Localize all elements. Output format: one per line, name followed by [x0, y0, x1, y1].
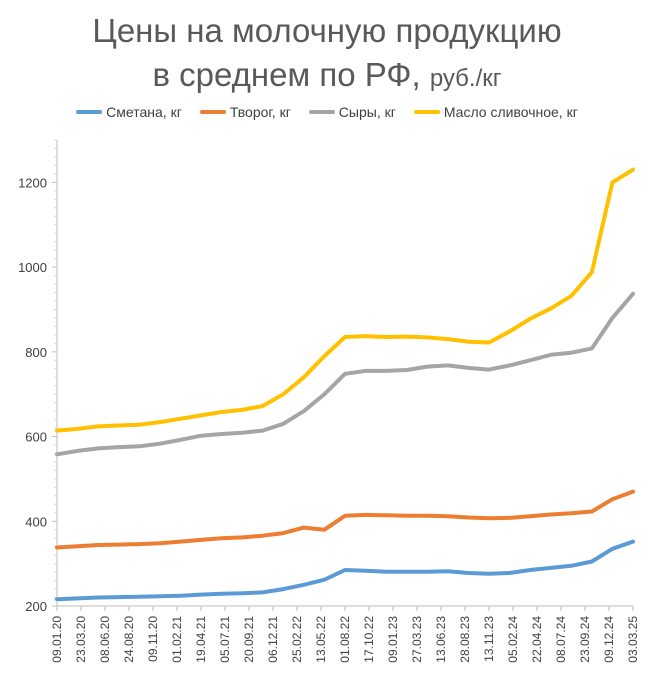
legend-item-syry: Сыры, кг [308, 104, 396, 120]
chart-title: Цены на молочную продукцию [92, 12, 562, 49]
x-tick-label: 05.02.24 [506, 616, 520, 663]
x-tick-label: 09.01.20 [50, 616, 64, 663]
x-tick-label: 17.10.22 [362, 616, 376, 663]
x-tick-label: 28.08.23 [458, 616, 472, 663]
legend-label-smetana: Сметана, кг [106, 104, 182, 120]
x-tick-label: 23.03.20 [74, 616, 88, 663]
x-tick-label: 23.09.24 [578, 616, 592, 663]
x-tick-label: 13.06.23 [434, 616, 448, 663]
x-tick-label: 09.11.20 [146, 616, 160, 662]
y-tick-label: 1000 [18, 260, 47, 275]
series-line-3 [55, 167, 635, 433]
x-tick-label: 13.05.22 [314, 616, 328, 663]
chart-subtitle: в среднем по РФ, руб./кг [0, 56, 654, 94]
y-tick-label: 600 [25, 430, 47, 445]
legend: Сметана, кг Творог, кг Сыры, кг Масло сл… [0, 104, 654, 120]
legend-swatch-tvorog [199, 110, 226, 114]
y-tick-label: 400 [25, 514, 47, 529]
x-tick-label: 13.11.23 [482, 616, 496, 662]
series-line-2 [55, 291, 635, 457]
x-tick-label: 24.08.20 [122, 616, 136, 663]
x-tick-label: 08.07.24 [554, 616, 568, 663]
x-tick-label: 22.04.24 [530, 616, 544, 663]
y-tick-label: 800 [25, 345, 47, 360]
legend-item-maslo: Масло сливочное, кг [413, 104, 578, 120]
x-tick-label: 08.06.20 [98, 616, 112, 663]
x-tick-label: 05.07.21 [218, 616, 232, 663]
series-line-0 [55, 539, 635, 602]
legend-swatch-syry [308, 110, 335, 114]
legend-swatch-maslo [413, 110, 440, 114]
x-tick-label: 01.02.21 [170, 616, 184, 663]
legend-label-tvorog: Творог, кг [229, 104, 291, 120]
x-tick-label: 19.04.21 [194, 616, 208, 663]
series-line-1 [55, 489, 635, 550]
chart-subtitle-unit: руб./кг [429, 65, 502, 92]
x-tick-label: 09.12.24 [602, 616, 616, 663]
x-tick-label: 01.08.22 [338, 616, 352, 663]
chart-subtitle-main: в среднем по РФ, [152, 56, 421, 93]
x-tick-label: 06.12.21 [266, 616, 280, 663]
x-tick-label: 03.03.25 [626, 616, 640, 663]
x-tick-label: 20.09.21 [242, 616, 256, 663]
x-tick-label: 09.01.23 [386, 616, 400, 663]
legend-item-tvorog: Творог, кг [199, 104, 291, 120]
y-tick-label: 1200 [18, 175, 47, 190]
y-tick-label: 200 [25, 599, 47, 614]
legend-swatch-smetana [76, 110, 103, 114]
x-tick-label: 27.03.23 [410, 616, 424, 663]
x-tick-label: 25.02.22 [290, 616, 304, 663]
legend-label-maslo: Масло сливочное, кг [443, 104, 578, 120]
legend-label-syry: Сыры, кг [338, 104, 396, 120]
legend-item-smetana: Сметана, кг [76, 104, 182, 120]
